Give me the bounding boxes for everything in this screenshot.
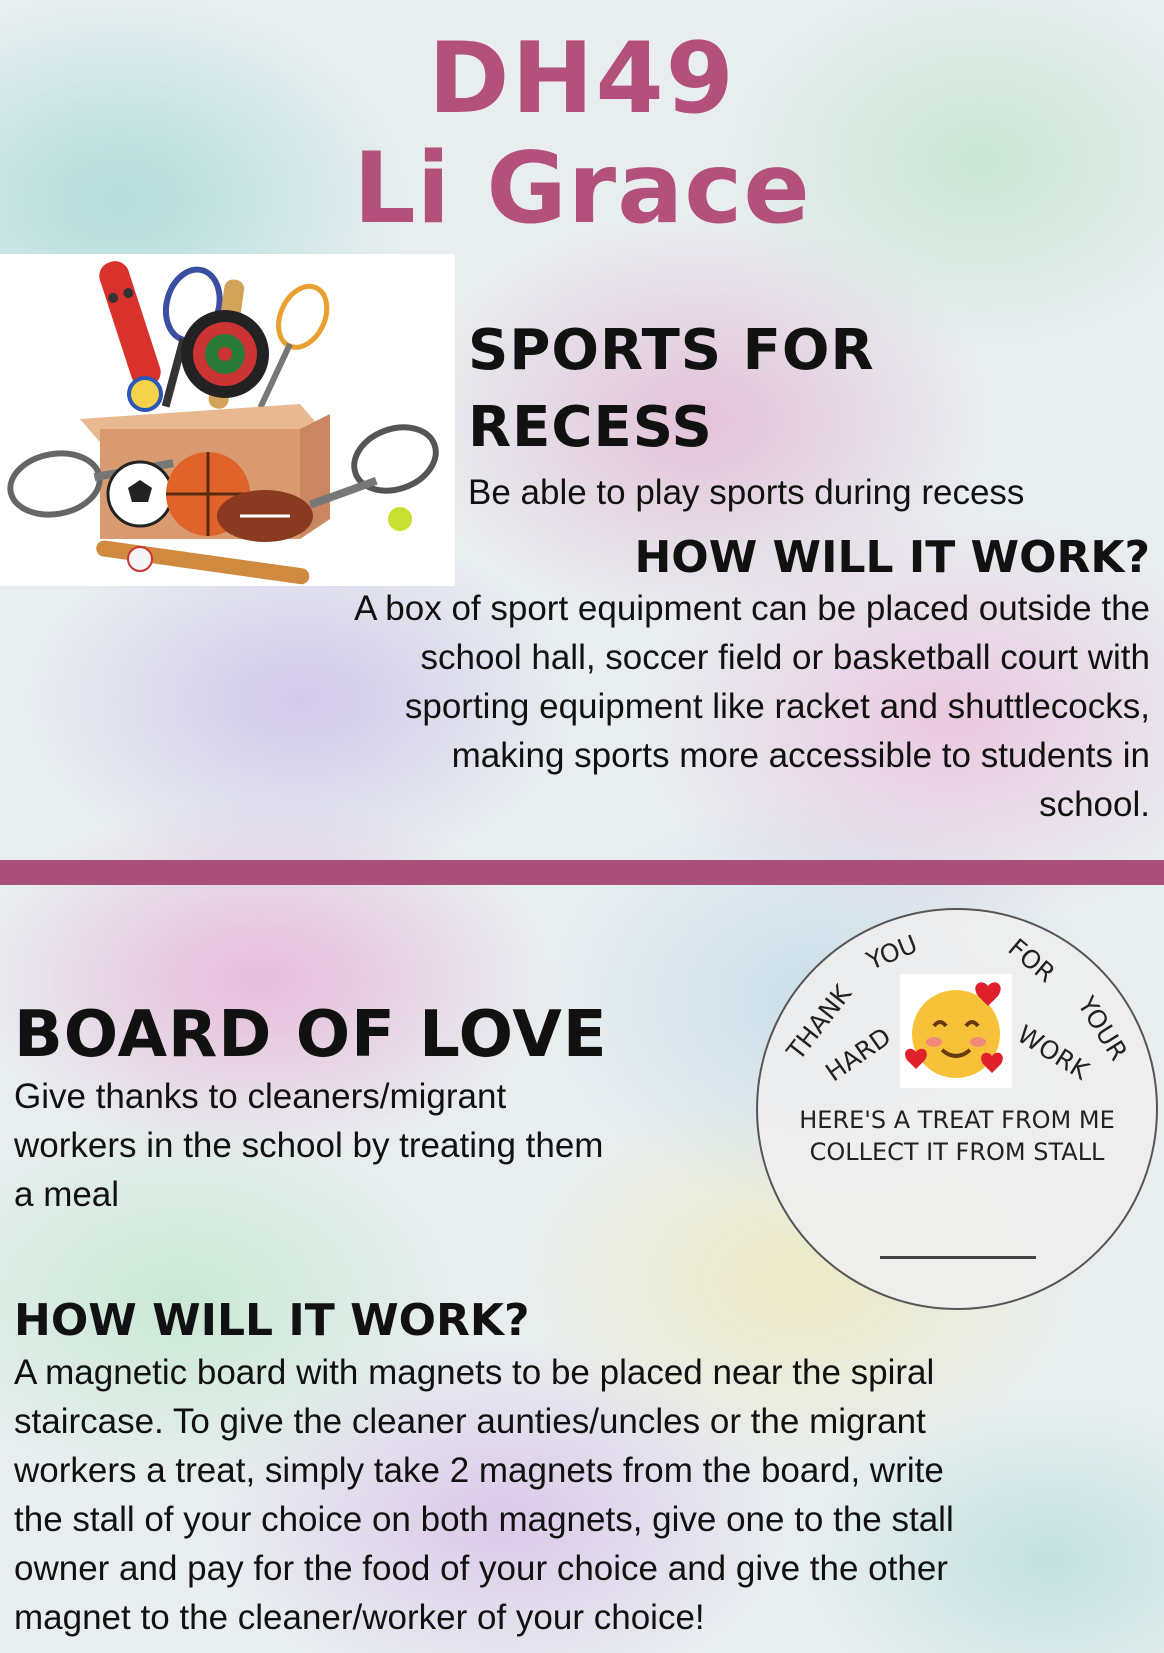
love-how-line: workers a treat, simply take 2 magnets f… xyxy=(14,1451,944,1490)
sports-tagline: Be able to play sports during recess xyxy=(468,473,1025,512)
love-how-line: A magnetic board with magnets to be plac… xyxy=(14,1353,935,1392)
love-desc-line: workers in the school by treating them xyxy=(14,1126,604,1165)
badge-treat-line: HERE'S A TREAT FROM ME xyxy=(799,1106,1115,1134)
love-desc-line: Give thanks to cleaners/migrant xyxy=(14,1077,507,1116)
sports-how-line: A box of sport equipment can be placed o… xyxy=(354,589,1150,628)
love-how-heading: HOW WILL IT WORK? xyxy=(14,1295,530,1346)
love-how-description: A magnetic board with magnets to be plac… xyxy=(14,1348,954,1642)
section-divider xyxy=(0,860,1164,885)
love-how-line: the stall of your choice on both magnets… xyxy=(14,1500,954,1539)
sports-heading-line1: SPORTS FOR xyxy=(468,318,875,383)
sports-how-description: A box of sport equipment can be placed o… xyxy=(354,584,1150,829)
love-desc-line: a meal xyxy=(14,1175,120,1214)
badge-collect-line: COLLECT IT FROM STALL xyxy=(809,1138,1105,1166)
sports-how-line: school. xyxy=(1039,785,1150,824)
sports-heading-line2: RECESS xyxy=(468,395,713,460)
badge-word-work: WORK xyxy=(1012,1019,1094,1086)
stall-blank-line xyxy=(880,1256,1036,1259)
code-title: DH49 xyxy=(428,22,736,136)
sports-equipment-image xyxy=(0,254,455,586)
thank-you-badge: THANK YOU FOR YOUR HARD WORK HERE'S A TR… xyxy=(756,908,1158,1310)
badge-word-you: YOU xyxy=(862,929,922,976)
name-title: Li Grace xyxy=(353,132,811,246)
sports-how-heading: HOW WILL IT WORK? xyxy=(634,532,1150,583)
love-heading: BOARD OF LOVE xyxy=(14,998,608,1072)
love-how-line: owner and pay for the food of your choic… xyxy=(14,1549,948,1588)
love-how-line: staircase. To give the cleaner aunties/u… xyxy=(14,1402,926,1441)
love-description: Give thanks to cleaners/migrant workers … xyxy=(14,1072,603,1219)
smiling-face-with-hearts-icon xyxy=(900,974,1012,1088)
badge-word-hard: HARD xyxy=(820,1021,897,1088)
sports-how-line: school hall, soccer field or basketball … xyxy=(420,638,1150,677)
sports-how-line: making sports more accessible to student… xyxy=(451,736,1150,775)
sports-box-illustration xyxy=(7,261,439,585)
sports-how-line: sporting equipment like racket and shutt… xyxy=(404,687,1150,726)
love-how-line: magnet to the cleaner/worker of your cho… xyxy=(14,1598,705,1637)
